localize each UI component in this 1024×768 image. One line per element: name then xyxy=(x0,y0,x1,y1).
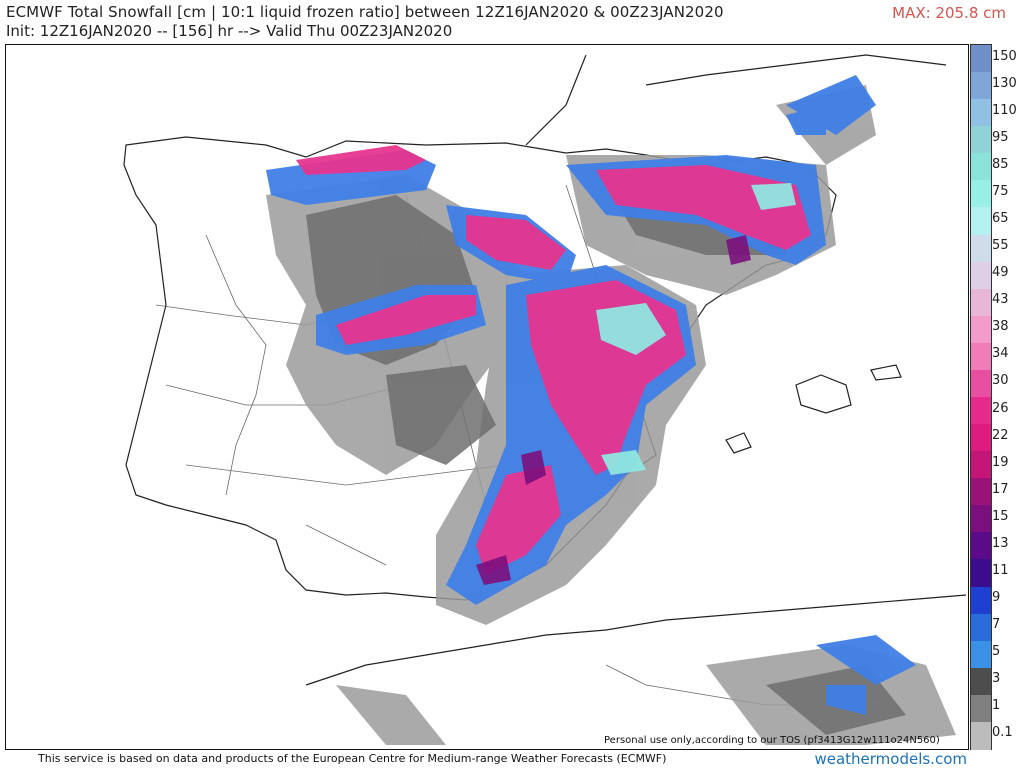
colorbar-segment xyxy=(971,532,991,561)
colorbar-segment xyxy=(971,234,991,263)
colorbar-tick-label: 13 xyxy=(992,535,1009,551)
colorbar-segment xyxy=(971,126,991,155)
colorbar-tick-label: 34 xyxy=(992,346,1009,362)
colorbar-tick-label: 30 xyxy=(992,373,1009,389)
colorbar-segment xyxy=(971,613,991,642)
colorbar-tick-label: 55 xyxy=(992,238,1009,254)
colorbar-tick-label: 38 xyxy=(992,319,1009,335)
colorbar-segment xyxy=(971,72,991,101)
colorbar-segment xyxy=(971,207,991,236)
colorbar-tick-label: 65 xyxy=(992,211,1009,226)
colorbar-segment xyxy=(971,397,991,425)
colorbar-segment xyxy=(971,45,991,73)
colorbar-tick-label: 43 xyxy=(992,292,1009,308)
africa-coast xyxy=(305,594,967,686)
colorbar-segment xyxy=(971,559,991,588)
colorbar-tick-label: 3 xyxy=(992,671,1001,687)
colorbar-tick-label: 1 xyxy=(992,698,1001,714)
colorbar-segment xyxy=(971,478,991,507)
colorbar-segment xyxy=(971,288,991,317)
colorbar-tick-label: 49 xyxy=(992,265,1009,281)
colorbar-tick-label: 5 xyxy=(992,644,1001,660)
mallorca xyxy=(795,374,852,414)
max-value-label: MAX: 205.8 cm xyxy=(892,4,1006,22)
colorbar-tick-label: 26 xyxy=(992,400,1009,416)
chart-subtitle: Init: 12Z16JAN2020 -- [156] hr --> Valid… xyxy=(6,22,453,40)
colorbar-tick-label: 85 xyxy=(992,156,1009,172)
colorbar-segment xyxy=(971,99,991,128)
colorbar-tick-label: 17 xyxy=(992,481,1009,497)
colorbar-segment xyxy=(971,667,991,696)
colorbar-tick-label: 150 xyxy=(992,48,1017,64)
colorbar-tick-label: 15 xyxy=(992,508,1009,524)
colorbar-tick-label: 9 xyxy=(992,590,1001,606)
snow-cyan xyxy=(596,183,796,475)
snow-purple xyxy=(476,235,751,585)
ibiza xyxy=(725,432,752,454)
brand-link[interactable]: weathermodels.com xyxy=(814,750,967,768)
menorca xyxy=(870,364,902,381)
colorbar-tick-label: 19 xyxy=(992,454,1009,470)
personal-use-notice: Personal use only,according to our TOS (… xyxy=(604,735,940,746)
colorbar-tick-label: 11 xyxy=(992,563,1009,578)
colorbar-tick-label: 130 xyxy=(992,75,1017,91)
colorbar-segment xyxy=(971,505,991,534)
colorbar-segment xyxy=(971,180,991,209)
colorbar-segment xyxy=(971,369,991,398)
colorbar-tick-label: 95 xyxy=(992,129,1009,145)
colorbar-segment xyxy=(971,586,991,615)
colorbar-segment xyxy=(971,424,991,453)
colorbar-segment xyxy=(971,315,991,344)
colorbar-segment xyxy=(971,261,991,290)
colorbar-segment xyxy=(971,694,991,723)
colorbar-segment xyxy=(971,342,991,371)
france-coast xyxy=(525,54,947,146)
colorbar-tick-label: 22 xyxy=(992,427,1009,443)
attribution-text: This service is based on data and produc… xyxy=(38,752,667,765)
chart-title: ECMWF Total Snowfall [cm | 10:1 liquid f… xyxy=(6,3,724,21)
colorbar-segment xyxy=(971,721,991,750)
snowfall-map xyxy=(5,44,969,750)
colorbar-tick-label: 110 xyxy=(992,102,1017,118)
colorbar-tick-label: 0.1 xyxy=(992,725,1013,741)
colorbar-segment xyxy=(971,451,991,480)
colorbar xyxy=(970,44,992,750)
colorbar-ticks: 150 130 110 95 85 75 65 55 49 43 38 34 30 26 22 19 17 15 1… xyxy=(992,44,1024,748)
colorbar-segment xyxy=(971,640,991,669)
colorbar-segment xyxy=(971,153,991,182)
colorbar-tick-label: 75 xyxy=(992,183,1009,199)
colorbar-tick-label: 7 xyxy=(992,617,1001,633)
